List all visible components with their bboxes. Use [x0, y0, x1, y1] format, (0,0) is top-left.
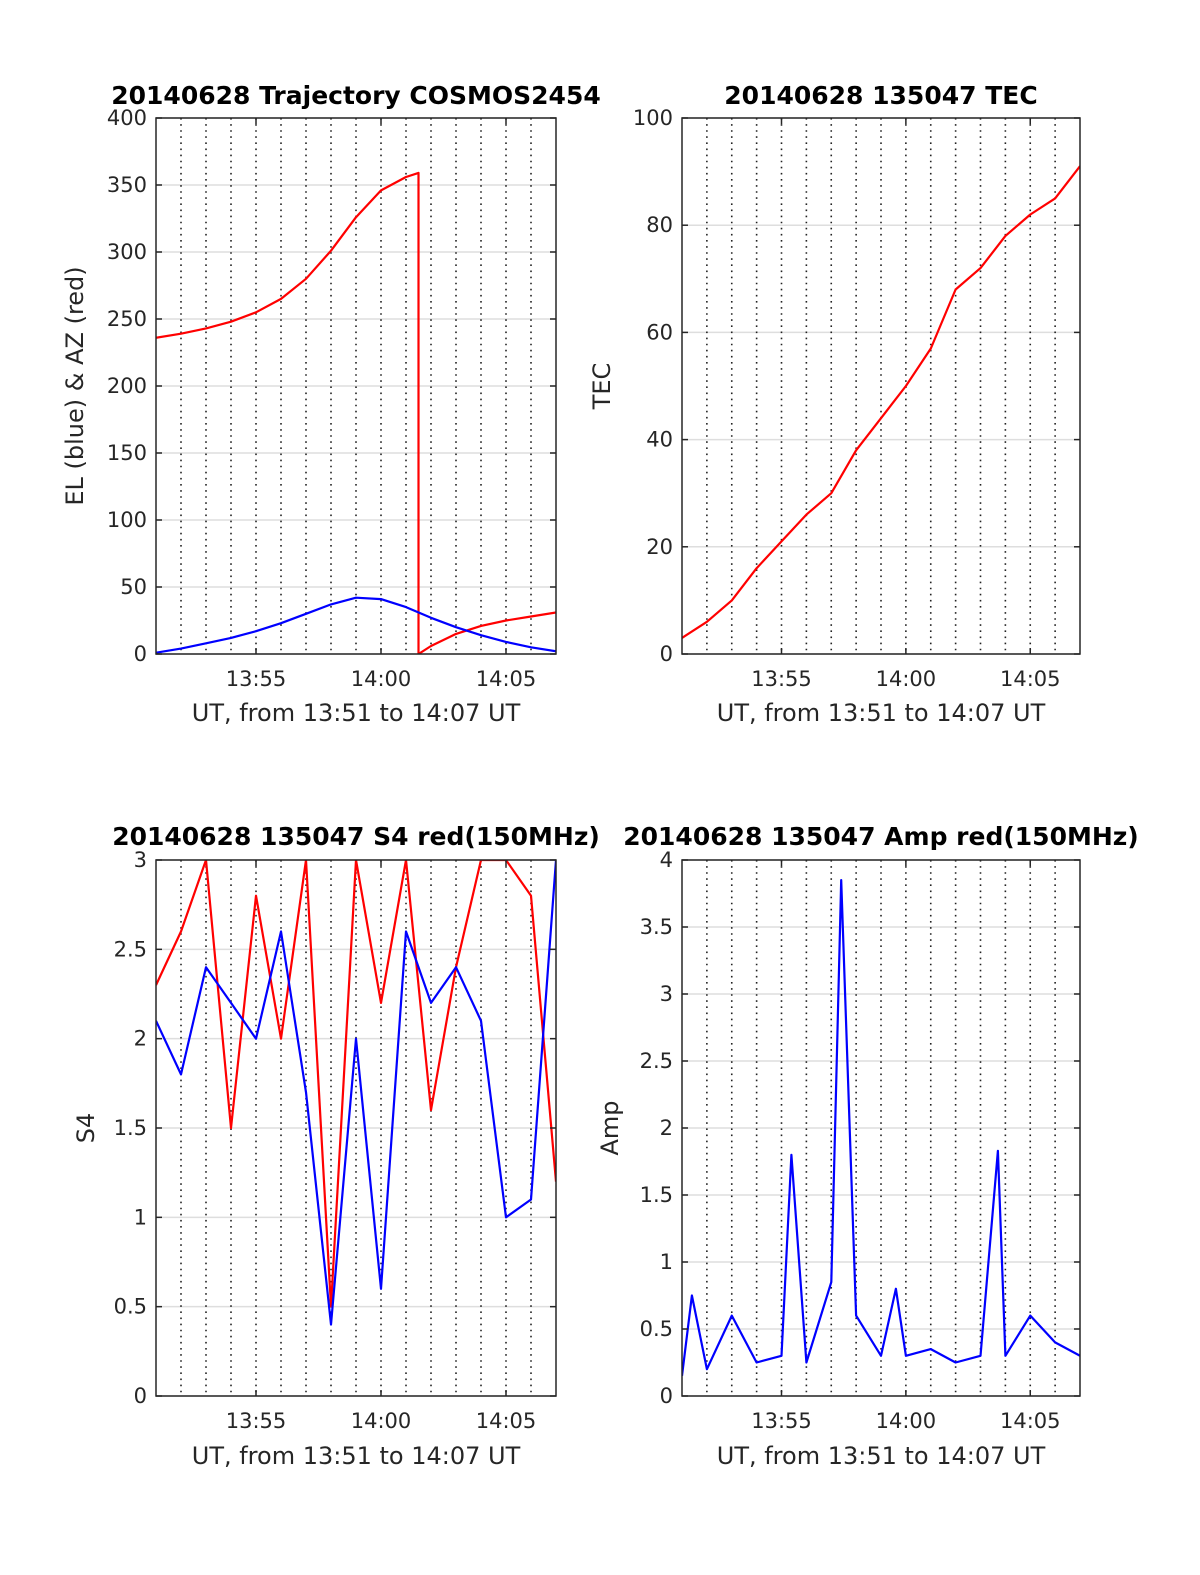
y-tick-label: 250 — [107, 307, 147, 331]
x-tick-label: 14:00 — [876, 1409, 937, 1433]
y-tick-label: 1.5 — [114, 1116, 147, 1140]
y-tick-label: 3.5 — [640, 915, 673, 939]
y-tick-label: 0.5 — [640, 1317, 673, 1341]
x-axis-label: UT, from 13:51 to 14:07 UT — [717, 1442, 1046, 1470]
y-tick-label: 0 — [134, 1384, 147, 1408]
y-tick-label: 60 — [646, 320, 673, 344]
y-tick-label: 4 — [660, 848, 673, 872]
series-line-1 — [156, 596, 556, 654]
series-line-0 — [682, 165, 1080, 639]
y-tick-label: 0.5 — [114, 1295, 147, 1319]
x-tick-label: 14:05 — [476, 1409, 537, 1433]
y-tick-label: 2 — [134, 1027, 147, 1051]
panel-title: 20140628 135047 TEC — [724, 81, 1037, 110]
y-tick-label: 350 — [107, 173, 147, 197]
panel-tec: 20140628 135047 TEC 0 20 40 60 80 100 13:55 14:… — [588, 81, 1081, 727]
panel-trajectory: 20140628 Trajectory COSMOS2454 0 50 100 150… — [61, 81, 601, 727]
y-tick-label: 400 — [107, 106, 147, 130]
y-tick-label: 300 — [107, 240, 147, 264]
y-tick-label: 0 — [134, 642, 147, 666]
x-axis-label: UT, from 13:51 to 14:07 UT — [717, 699, 1046, 727]
series-line-0 — [682, 878, 1080, 1377]
x-tick-label: 13:55 — [751, 1409, 812, 1433]
series-line-0 — [156, 860, 556, 1308]
x-tick-label: 13:55 — [226, 667, 287, 691]
panel-amp: 20140628 135047 Amp red(150MHz) 0 0.5 1 1.5… — [596, 822, 1139, 1470]
x-axis-label: UT, from 13:51 to 14:07 UT — [192, 1442, 521, 1470]
series-line-1 — [156, 860, 556, 1326]
y-tick-label: 100 — [107, 508, 147, 532]
y-axis-label: S4 — [72, 1113, 100, 1144]
y-tick-label: 100 — [633, 106, 673, 130]
panel-title: 20140628 135047 Amp red(150MHz) — [623, 822, 1139, 851]
y-tick-label: 0 — [660, 642, 673, 666]
y-tick-label: 3 — [660, 982, 673, 1006]
y-tick-label: 150 — [107, 441, 147, 465]
x-tick-label: 14:00 — [876, 667, 937, 691]
y-tick-label: 0 — [660, 1384, 673, 1408]
panel-s4: 20140628 135047 S4 red(150MHz) 0 0.5 1 1.5 2… — [72, 822, 600, 1470]
x-tick-label: 14:05 — [1000, 667, 1061, 691]
y-tick-label: 2 — [660, 1116, 673, 1140]
y-axis-label: EL (blue) & AZ (red) — [61, 266, 89, 505]
y-tick-label: 3 — [134, 848, 147, 872]
y-tick-label: 1 — [134, 1205, 147, 1229]
y-tick-label: 80 — [646, 213, 673, 237]
plot-frame — [681, 117, 1081, 655]
x-tick-label: 14:05 — [1000, 1409, 1061, 1433]
y-tick-label: 2.5 — [640, 1049, 673, 1073]
y-axis-label: Amp — [596, 1100, 624, 1155]
panel-title: 20140628 Trajectory COSMOS2454 — [111, 81, 601, 110]
y-tick-label: 50 — [120, 575, 147, 599]
y-tick-label: 1.5 — [640, 1183, 673, 1207]
x-tick-label: 13:55 — [226, 1409, 287, 1433]
y-tick-label: 2.5 — [114, 937, 147, 961]
y-tick-label: 20 — [646, 535, 673, 559]
series-line-0 — [156, 171, 556, 654]
x-tick-label: 14:00 — [351, 667, 412, 691]
y-tick-label: 1 — [660, 1250, 673, 1274]
panel-title: 20140628 135047 S4 red(150MHz) — [112, 822, 600, 851]
y-axis-label: TEC — [588, 363, 616, 411]
x-tick-label: 13:55 — [751, 667, 812, 691]
x-axis-label: UT, from 13:51 to 14:07 UT — [192, 699, 521, 727]
x-tick-label: 14:05 — [476, 667, 537, 691]
y-tick-label: 40 — [646, 428, 673, 452]
x-tick-label: 14:00 — [351, 1409, 412, 1433]
y-tick-label: 200 — [107, 374, 147, 398]
